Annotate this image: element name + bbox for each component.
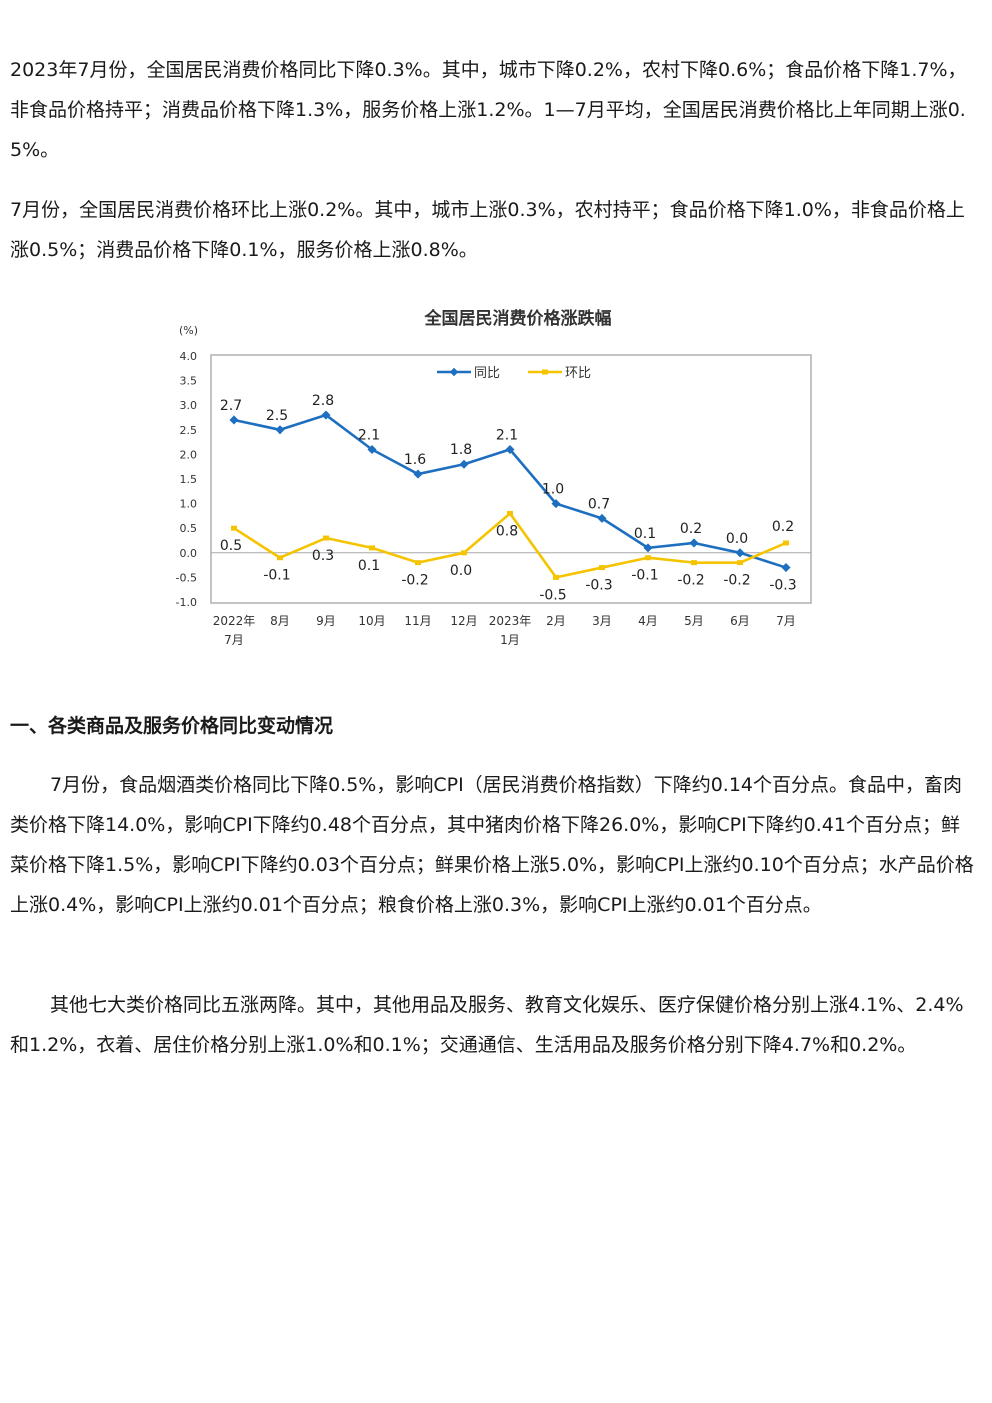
data-label-yoy: 2.1 (358, 427, 380, 443)
section-heading: 一、各类商品及服务价格同比变动情况 (10, 715, 334, 737)
x-tick-label: 3月 (592, 614, 612, 628)
x-tick-label: 4月 (638, 614, 658, 628)
cpi-chart: 全国居民消费价格涨跌幅 (%) 4.0 3.5 3.0 2.5 2.0 1.5 1.0 0.5… (160, 295, 840, 660)
paragraph-food-prices: 7月份，食品烟酒类价格同比下降0.5%，影响CPI（居民消费价格指数）下降约0.… (10, 774, 974, 916)
data-point-yoy (781, 563, 791, 573)
legend-swatch-marker (449, 367, 459, 377)
x-tick-label: 7月 (776, 614, 796, 628)
legend-label: 同比 (474, 366, 500, 381)
y-axis-unit-label: (%) (179, 324, 198, 337)
data-label-mom: -0.2 (401, 573, 428, 589)
x-tick-label: 2023年 (489, 614, 532, 628)
y-tick-label: 4.0 (180, 350, 198, 363)
x-tick-label: 5月 (684, 614, 704, 628)
x-tick-label: 10月 (358, 614, 385, 628)
x-tick-label: 2022年 (213, 614, 256, 628)
chart-legend: 同比 环比 (437, 366, 591, 381)
x-tick-label: 1月 (500, 633, 520, 647)
y-tick-label: 2.0 (180, 448, 198, 461)
y-tick-label: 0.0 (180, 547, 198, 560)
data-point-mom (645, 555, 651, 561)
y-axis-ticks: 4.0 3.5 3.0 2.5 2.0 1.5 1.0 0.5 0.0 -0.5 -1.0 (176, 350, 811, 609)
data-label-yoy: 0.7 (588, 496, 610, 512)
data-label-mom: 0.0 (450, 563, 472, 579)
data-point-mom (553, 574, 559, 580)
data-point-mom (691, 560, 697, 566)
data-label-mom: 0.1 (358, 558, 380, 574)
data-label-mom: -0.5 (539, 587, 566, 603)
data-point-mom (231, 525, 237, 531)
x-tick-label: 2月 (546, 614, 566, 628)
data-point-mom (369, 545, 375, 551)
plot-area-border (210, 354, 812, 604)
data-label-mom: -0.2 (677, 573, 704, 589)
data-label-yoy: 0.1 (634, 526, 656, 542)
data-point-mom (323, 535, 329, 541)
data-label-mom: 0.3 (312, 548, 334, 564)
y-tick-label: 3.5 (180, 375, 198, 388)
chart-title: 全国居民消费价格涨跌幅 (424, 308, 612, 329)
data-point-yoy (735, 548, 745, 558)
y-tick-label: 1.0 (180, 498, 198, 511)
data-label-yoy: 2.1 (496, 427, 518, 443)
data-label-mom: 0.2 (772, 519, 794, 535)
data-label-yoy: 2.5 (266, 408, 288, 424)
data-point-mom (461, 550, 467, 556)
y-tick-label: 1.5 (180, 473, 198, 486)
data-label-mom: -0.2 (723, 573, 750, 589)
data-point-mom (783, 540, 789, 546)
data-label-yoy: 2.8 (312, 393, 334, 409)
y-tick-label: -0.5 (176, 571, 197, 584)
data-label-yoy: 2.7 (220, 398, 242, 414)
data-label-mom: 0.8 (496, 523, 518, 539)
data-label-yoy: -0.3 (769, 578, 796, 594)
paragraph-cpi-mom: 7月份，全国居民消费价格环比上涨0.2%。其中，城市上涨0.3%，农村持平；食品… (10, 199, 965, 261)
data-label-mom: -0.3 (585, 578, 612, 594)
data-label-layer: 2.7 2.5 2.8 2.1 1.6 1.8 2.1 1.0 0.7 0.1 0.2 0.0 -0.3… (220, 393, 797, 603)
data-point-mom (737, 560, 743, 566)
data-point-yoy (229, 415, 239, 425)
data-label-mom: 0.5 (220, 538, 242, 554)
x-tick-label: 7月 (224, 633, 244, 647)
data-label-yoy: 1.6 (404, 452, 426, 468)
x-axis-ticks: 2022年 7月 8月 9月 10月 11月 12月 2023年 1月 2月 3月 4月 5月 6月 7月 (213, 614, 796, 647)
legend-label: 环比 (565, 366, 591, 381)
y-tick-label: 0.5 (180, 522, 198, 535)
cpi-chart-svg: 全国居民消费价格涨跌幅 (%) 4.0 3.5 3.0 2.5 2.0 1.5 1.0 0.5… (176, 308, 812, 647)
legend-swatch-marker (542, 369, 548, 375)
data-label-yoy: 1.0 (542, 482, 564, 498)
paragraph-cpi-yoy: 2023年7月份，全国居民消费价格同比下降0.3%。其中，城市下降0.2%，农村… (10, 59, 967, 161)
x-tick-label: 9月 (316, 614, 336, 628)
y-tick-label: 3.0 (180, 399, 198, 412)
paragraph-other-categories: 其他七大类价格同比五涨两降。其中，其他用品及服务、教育文化娱乐、医疗保健价格分别… (10, 994, 964, 1056)
data-label-yoy: 0.2 (680, 521, 702, 537)
x-tick-label: 8月 (270, 614, 290, 628)
data-label-yoy: 1.8 (450, 442, 472, 458)
data-label-yoy: 0.0 (726, 531, 748, 547)
y-tick-label: 2.5 (180, 424, 198, 437)
x-tick-label: 12月 (450, 614, 477, 628)
y-tick-label: -1.0 (176, 596, 197, 609)
x-tick-label: 6月 (730, 614, 750, 628)
x-tick-label: 11月 (404, 614, 431, 628)
data-label-mom: -0.1 (263, 568, 290, 584)
data-point-yoy (689, 538, 699, 548)
data-point-mom (599, 565, 605, 571)
data-point-mom (507, 510, 513, 516)
data-point-mom (277, 555, 283, 561)
data-point-mom (415, 560, 421, 566)
data-label-mom: -0.1 (631, 568, 658, 584)
